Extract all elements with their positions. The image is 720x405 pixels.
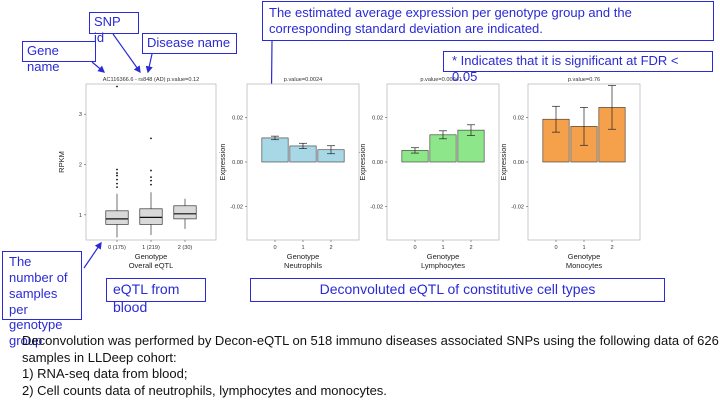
description-text: Deconvolution was performed by Decon-eQT… (22, 333, 719, 400)
x-axis-label: Genotype (427, 252, 460, 261)
x-axis-label: Genotype (287, 252, 320, 261)
outlier-point (116, 172, 118, 174)
x-axis-sublabel: Monocytes (566, 261, 603, 270)
x-tick-label: 1 (219) (142, 245, 160, 251)
x-tick-label: 1 (582, 245, 585, 251)
outlier-point (116, 178, 118, 181)
y-tick-label: 2 (79, 163, 82, 169)
outlier-point (150, 169, 152, 172)
y-axis-label: Expression (358, 143, 367, 180)
y-tick-label: 0.02 (372, 115, 383, 121)
x-axis-sublabel: Lymphocytes (421, 261, 465, 270)
y-axis-label: RPKM (57, 151, 66, 173)
y-axis-label: Expression (218, 143, 227, 180)
eqtl-blood-label: eQTL from blood (106, 278, 206, 315)
outlier-point (150, 179, 152, 182)
y-tick-label: -0.02 (370, 205, 383, 211)
outlier-point (116, 174, 118, 177)
y-tick-label: 0.02 (513, 115, 524, 121)
chart-title: p.value=0.76 (568, 77, 600, 83)
y-tick-label: 3 (79, 112, 82, 118)
arrow-snp-id-head (133, 65, 141, 74)
outlier-point (150, 176, 152, 178)
x-tick-label: 1 (441, 245, 444, 251)
deconvoluted-eqtl-label: Deconvoluted eQTL of constitutive cell t… (250, 278, 665, 302)
snp-id-callout: SNP id (89, 12, 139, 45)
x-tick-label: 0 (554, 245, 557, 251)
x-tick-label: 0 (273, 245, 276, 251)
outlier-point (116, 182, 118, 185)
arrow-snp-id (112, 33, 141, 73)
outlier-point (116, 168, 118, 171)
outlier-point (116, 85, 118, 88)
chart-panel-3: p.value=0.00041 * 0.02 0.00 -0.02 Expression… (358, 77, 500, 270)
y-tick-label: 0.00 (513, 160, 524, 166)
bar (261, 137, 289, 163)
description-line-1: Deconvolution was performed by Decon-eQT… (22, 333, 719, 348)
x-tick-label: 0 (175) (108, 245, 126, 251)
x-axis-sublabel: Neutrophils (284, 261, 322, 270)
box-body (139, 208, 163, 225)
x-tick-label: 2 (30) (178, 245, 193, 251)
arrow-gene-name-head (97, 65, 105, 73)
description-line-4: 2) Cell counts data of neutrophils, lymp… (22, 382, 387, 398)
y-axis-label: Expression (499, 143, 508, 180)
chart-title: p.value=0.00041 * (420, 77, 466, 83)
x-axis-label: Genotype (135, 252, 168, 261)
x-axis-sublabel: Overall eQTL (129, 261, 174, 270)
box-body (173, 205, 197, 220)
estimated-expression-callout: The estimated average expression per gen… (262, 1, 714, 41)
outlier-point (116, 186, 118, 189)
arrow-disease-name-head (145, 65, 153, 74)
description-line-2: samples in LLDeep cohort: (22, 349, 177, 365)
arrow-sample-count-head (94, 241, 102, 250)
x-tick-label: 2 (329, 245, 332, 251)
disease-name-callout: Disease name (142, 33, 237, 54)
y-tick-label: 0.00 (232, 160, 243, 166)
chart-panel-1: AC116366.6 - rs848 (AD) p.value=0.12 1 2 3 R… (57, 77, 217, 270)
x-axis-label: Genotype (568, 252, 601, 261)
outlier-point (150, 137, 152, 140)
y-tick-label: -0.02 (511, 205, 524, 211)
chart-panel-2: p.value=0.0024 0.02 0.00 -0.02 Expression 0 1 2… (218, 77, 360, 270)
x-tick-label: 1 (301, 245, 304, 251)
samples-per-genotype-callout: The number of samples per genotype group (2, 251, 82, 348)
chart-title: AC116366.6 - rs848 (AD) p.value=0.12 (103, 77, 199, 83)
gene-name-callout: Gene name (22, 41, 96, 74)
y-tick-label: 0.02 (232, 115, 243, 121)
x-tick-label: 2 (469, 245, 472, 251)
description-line-3: 1) RNA-seq data from blood; (22, 366, 188, 382)
chart-panel-4: p.value=0.76 0.02 0.00 -0.02 Expression 0 1 2 Ge… (499, 77, 641, 270)
box-body (105, 210, 129, 225)
x-tick-label: 0 (413, 245, 416, 251)
x-tick-label: 2 (610, 245, 613, 251)
y-tick-label: 0.00 (372, 160, 383, 166)
bar (429, 134, 457, 163)
outlier-point (150, 183, 152, 186)
significance-callout: * Indicates that it is significant at FD… (443, 51, 713, 84)
y-tick-label: -0.02 (230, 205, 243, 211)
y-tick-label: 1 (79, 213, 82, 219)
chart-title: p.value=0.0024 (284, 77, 322, 83)
